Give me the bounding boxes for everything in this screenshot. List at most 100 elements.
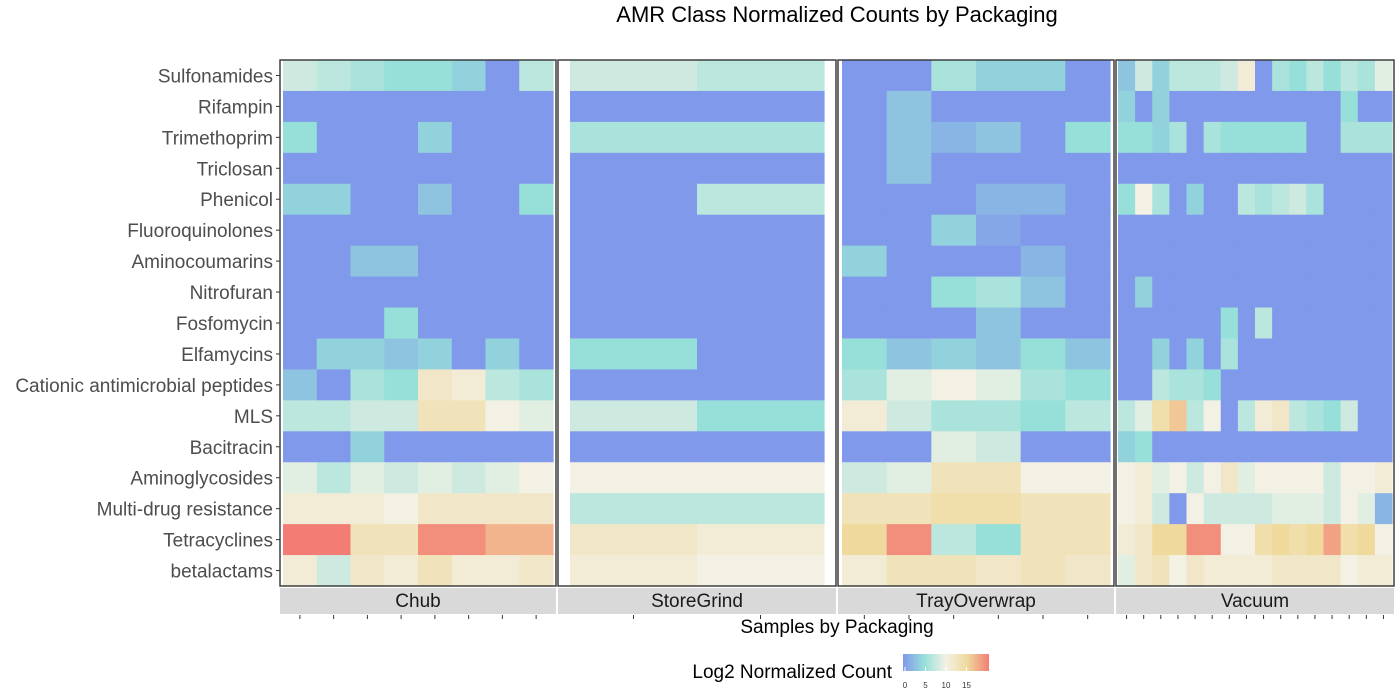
heatmap-cell — [1340, 369, 1359, 401]
heatmap-cell — [519, 307, 554, 340]
heatmap-cell — [1118, 524, 1136, 556]
heatmap-cell — [1357, 493, 1376, 525]
heatmap-cell — [1255, 276, 1273, 309]
heatmap-cell — [451, 152, 487, 185]
heatmap-cell — [1220, 369, 1239, 401]
heatmap-cell — [485, 214, 520, 247]
heatmap-cell — [1237, 245, 1256, 278]
heatmap-cell — [1169, 462, 1188, 494]
heatmap-cell — [451, 462, 487, 494]
heatmap-cell — [1340, 555, 1359, 587]
facet-strip — [1116, 588, 1394, 614]
heatmap-cell — [1340, 431, 1359, 463]
heatmap-cell — [350, 152, 385, 185]
heatmap-cell — [283, 121, 318, 154]
heatmap-cell — [1065, 307, 1111, 340]
facet-strip — [280, 588, 556, 614]
heatmap-cell — [842, 369, 888, 401]
heatmap-cell — [697, 493, 825, 525]
heatmap-cell — [1135, 307, 1153, 340]
heatmap-cell — [976, 307, 1022, 340]
heatmap-cell — [1255, 462, 1273, 494]
heatmap-cell — [1374, 338, 1393, 371]
heatmap-cell — [886, 555, 932, 587]
heatmap-cell — [1152, 121, 1170, 154]
heatmap-cell — [350, 90, 385, 123]
heatmap-cell — [1306, 214, 1325, 247]
heatmap-cell — [1374, 276, 1393, 309]
heatmap-cell — [1289, 214, 1307, 247]
heatmap-cell — [1186, 493, 1205, 525]
heatmap-cell — [570, 369, 698, 401]
heatmap-cell — [316, 276, 352, 309]
heatmap-cell — [1135, 431, 1153, 463]
heatmap-cell — [1186, 400, 1205, 432]
heatmap-cell — [1306, 369, 1325, 401]
heatmap-cell — [1169, 493, 1188, 525]
heatmap-cell — [485, 60, 520, 92]
heatmap-cell — [283, 400, 318, 432]
heatmap-cell — [842, 121, 888, 154]
heatmap-cell — [1340, 245, 1359, 278]
heatmap-cell — [886, 369, 932, 401]
heatmap-cell — [1203, 369, 1222, 401]
heatmap-cell — [1186, 338, 1205, 371]
heatmap-cell — [1323, 60, 1342, 92]
heatmap-cell — [1237, 555, 1256, 587]
heatmap-cell — [976, 493, 1022, 525]
panel-border — [837, 59, 1115, 587]
heatmap-cell — [976, 338, 1022, 371]
heatmap-cell — [931, 524, 977, 556]
heatmap-cell — [1065, 524, 1111, 556]
heatmap-cell — [1118, 152, 1136, 185]
heatmap-cell — [384, 431, 419, 463]
heatmap-cell — [1135, 276, 1153, 309]
heatmap-cell — [418, 338, 453, 371]
heatmap-cell — [1323, 524, 1342, 556]
heatmap-cell — [283, 338, 318, 371]
heatmap-cell — [697, 338, 825, 371]
heatmap-cell — [1220, 60, 1239, 92]
heatmap-cell — [1135, 60, 1153, 92]
heatmap-cell — [1306, 524, 1325, 556]
heatmap-cell — [1272, 245, 1290, 278]
heatmap-cell — [451, 245, 487, 278]
heatmap-cell — [1169, 90, 1188, 123]
heatmap-cell — [1118, 307, 1136, 340]
heatmap-cell — [976, 276, 1022, 309]
heatmap-cell — [1340, 524, 1359, 556]
heatmap-cell — [519, 338, 554, 371]
heatmap-cell — [485, 90, 520, 123]
heatmap-cell — [485, 462, 520, 494]
heatmap-cell — [1135, 245, 1153, 278]
heatmap-cell — [1186, 369, 1205, 401]
heatmap-cell — [1306, 183, 1325, 216]
heatmap-cell — [1323, 276, 1342, 309]
heatmap-cell — [931, 338, 977, 371]
heatmap-cell — [842, 90, 888, 123]
heatmap-cell — [1152, 369, 1170, 401]
heatmap-cell — [1255, 60, 1273, 92]
heatmap-cell — [931, 90, 977, 123]
heatmap-cell — [418, 60, 453, 92]
heatmap-cell — [384, 245, 419, 278]
heatmap-cell — [1203, 524, 1222, 556]
heatmap-cell — [1220, 431, 1239, 463]
heatmap-cell — [350, 183, 385, 216]
heatmap-cell — [697, 90, 825, 123]
heatmap-cell — [1237, 90, 1256, 123]
heatmap-cell — [1289, 183, 1307, 216]
heatmap-cell — [1118, 90, 1136, 123]
heatmap-cell — [931, 183, 977, 216]
heatmap-cell — [451, 431, 487, 463]
heatmap-cell — [384, 400, 419, 432]
heatmap-cell — [519, 493, 554, 525]
heatmap-cell — [1357, 90, 1376, 123]
heatmap-cell — [316, 338, 352, 371]
heatmap-cell — [1255, 400, 1273, 432]
heatmap-cell — [1186, 60, 1205, 92]
heatmap-cell — [1186, 307, 1205, 340]
heatmap-cell — [1020, 431, 1066, 463]
heatmap-cell — [1065, 493, 1111, 525]
heatmap-cell — [1374, 60, 1393, 92]
